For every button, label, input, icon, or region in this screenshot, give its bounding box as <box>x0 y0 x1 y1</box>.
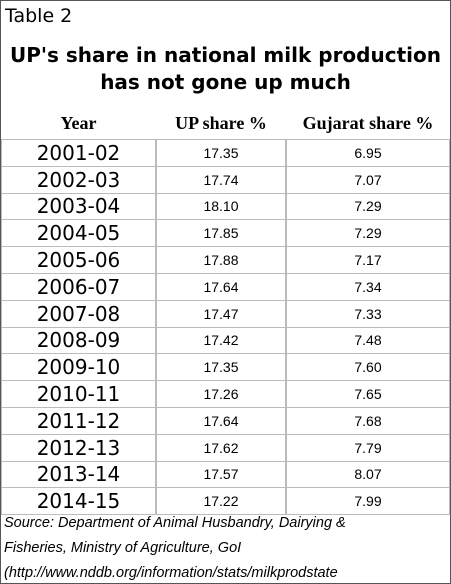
year-cell: 2002-03 <box>1 165 156 194</box>
value-cell: 17.74 <box>156 165 286 194</box>
value-cell: 7.60 <box>286 353 450 382</box>
value-cell: 17.64 <box>156 407 286 435</box>
value-cell: 6.95 <box>286 139 450 167</box>
value-cell: 7.29 <box>286 219 450 248</box>
year-cell: 2008-09 <box>1 326 156 355</box>
column-header: Gujarat share % <box>302 113 434 133</box>
year-cell: 2007-08 <box>1 299 156 328</box>
value-cell: 7.65 <box>286 380 450 408</box>
year-cell: 2010-11 <box>1 380 156 408</box>
year-cell: 2012-13 <box>1 433 156 462</box>
source-note: Source: Department of Animal Husbandry, … <box>4 515 346 531</box>
column-header: Year <box>60 113 97 133</box>
value-cell: 7.79 <box>286 433 450 462</box>
value-cell: 17.47 <box>156 299 286 328</box>
value-cell: 17.62 <box>156 433 286 462</box>
title: UP's share in national milk production <box>10 43 441 67</box>
year-cell: 2003-04 <box>1 192 156 221</box>
value-cell: 7.99 <box>286 487 450 516</box>
value-cell: 7.17 <box>286 246 450 274</box>
value-cell: 17.88 <box>156 246 286 274</box>
year-cell: 2013-14 <box>1 460 156 489</box>
value-cell: 17.42 <box>156 326 286 355</box>
value-cell: 8.07 <box>286 460 450 489</box>
title: has not gone up much <box>100 70 351 94</box>
year-cell: 2009-10 <box>1 353 156 382</box>
year-cell: 2004-05 <box>1 219 156 248</box>
value-cell: 17.35 <box>156 139 286 167</box>
value-cell: 7.68 <box>286 407 450 435</box>
table-label: Table 2 <box>5 5 73 27</box>
value-cell: 17.26 <box>156 380 286 408</box>
year-cell: 2001-02 <box>1 139 156 167</box>
value-cell: 17.22 <box>156 487 286 516</box>
value-cell: 17.35 <box>156 353 286 382</box>
year-cell: 2005-06 <box>1 246 156 274</box>
value-cell: 7.07 <box>286 165 450 194</box>
source-note: (http://www.nddb.org/information/stats/m… <box>4 565 338 581</box>
column-header: UP share % <box>175 113 267 133</box>
source-note: Fisheries, Ministry of Agriculture, GoI <box>4 540 242 556</box>
value-cell: 7.34 <box>286 273 450 301</box>
value-cell: 18.10 <box>156 192 286 221</box>
value-cell: 7.33 <box>286 299 450 328</box>
value-cell: 17.57 <box>156 460 286 489</box>
year-cell: 2011-12 <box>1 407 156 435</box>
value-cell: 17.85 <box>156 219 286 248</box>
value-cell: 17.64 <box>156 273 286 301</box>
year-cell: 2014-15 <box>1 487 156 516</box>
value-cell: 7.48 <box>286 326 450 355</box>
year-cell: 2006-07 <box>1 273 156 301</box>
value-cell: 7.29 <box>286 192 450 221</box>
